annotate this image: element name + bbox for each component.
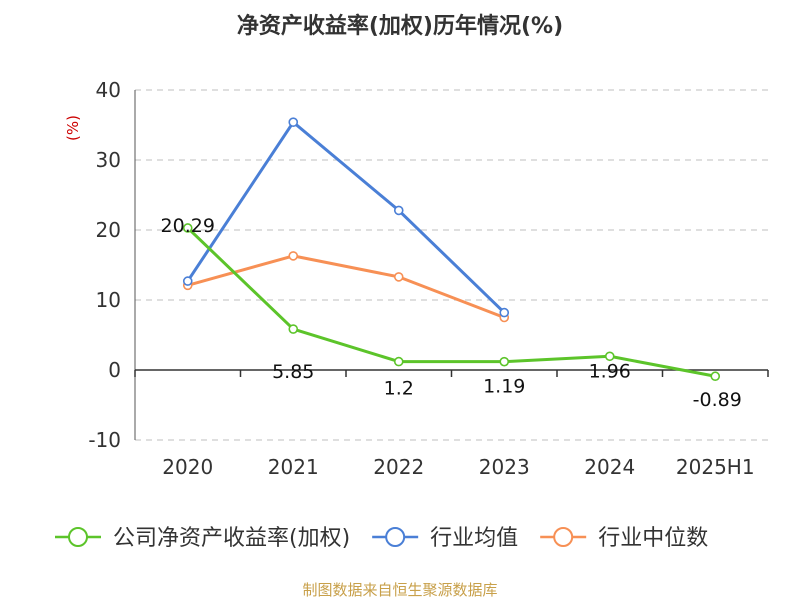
legend-item[interactable]: 行业均值: [372, 526, 518, 551]
data-label: 5.85: [272, 361, 314, 383]
series-line: [186, 120, 506, 314]
legend-swatch-marker: [553, 527, 574, 547]
data-point[interactable]: [499, 356, 510, 367]
y-tick-label: 20: [96, 218, 121, 242]
data-point[interactable]: [288, 251, 299, 261]
data-label: 1.96: [589, 360, 631, 382]
grid: [135, 89, 768, 441]
data-point[interactable]: [604, 351, 615, 362]
x-tick-label: 2025H1: [676, 455, 755, 479]
x-tick-label: 2021: [268, 455, 319, 479]
legend[interactable]: 公司净资产收益率(加权) 行业均值 行业中位数: [55, 526, 708, 551]
x-tick-label: 2023: [479, 455, 530, 479]
x-tick-label: 2022: [373, 455, 424, 479]
legend-swatch-marker: [385, 527, 406, 547]
data-point[interactable]: [710, 371, 721, 382]
data-point[interactable]: [393, 272, 404, 282]
series-line: [186, 226, 716, 378]
y-tick-label: 0: [108, 358, 121, 382]
data-label: 20.29: [161, 215, 215, 237]
series-line: [187, 254, 505, 319]
data-point[interactable]: [393, 205, 404, 216]
legend-label: 行业中位数: [598, 526, 708, 551]
data-point[interactable]: [288, 117, 299, 127]
legend-item[interactable]: 公司净资产收益率(加权): [55, 526, 350, 551]
data-labels: 20.29 5.85 1.2 1.19 1.96 -0.89: [161, 215, 742, 411]
data-point[interactable]: [182, 223, 193, 233]
x-tick-label: 2020: [162, 455, 213, 479]
legend-item[interactable]: 行业中位数: [540, 526, 708, 551]
data-label: 1.19: [483, 376, 525, 398]
y-axis-label: (%): [64, 115, 82, 141]
x-tick-label: 2024: [584, 455, 635, 479]
axes: -10 0 10 20 30 40 2020 2021 2022 2023 2024 2025H1: [88, 78, 769, 479]
data-point[interactable]: [499, 307, 510, 318]
data-point[interactable]: [288, 324, 299, 334]
series-lines: [182, 117, 721, 382]
y-tick-label: 30: [96, 148, 121, 172]
legend-label: 行业均值: [430, 526, 518, 551]
legend-swatch-marker: [68, 527, 88, 547]
y-tick-label: -10: [88, 428, 121, 452]
source-note: 制图数据来自恒生聚源数据库: [302, 581, 497, 599]
chart-title: 净资产收益率(加权)历年情况(%): [237, 13, 563, 39]
data-point[interactable]: [182, 276, 193, 286]
data-point[interactable]: [393, 356, 404, 367]
y-tick-label: 10: [96, 288, 121, 312]
data-label: 1.2: [384, 378, 414, 400]
y-tick-label: 40: [96, 78, 121, 102]
legend-label: 公司净资产收益率(加权): [113, 526, 350, 551]
data-label: -0.89: [693, 389, 742, 411]
